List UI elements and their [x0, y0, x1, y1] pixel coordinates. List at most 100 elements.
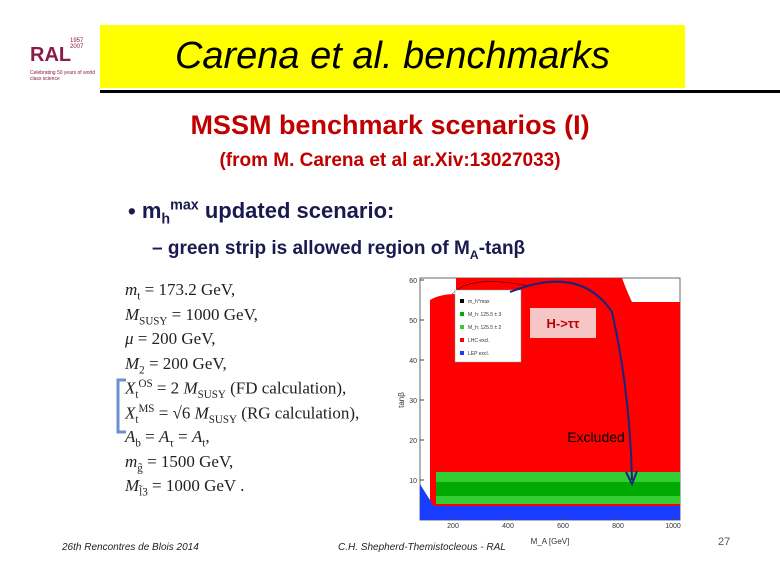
subbullet-text: green strip is allowed region of MA-tanβ	[167, 238, 526, 262]
text-part: =	[173, 427, 192, 446]
subscript: τ	[169, 437, 174, 450]
text-part: X	[125, 403, 136, 423]
y-tick-label: 10	[409, 478, 417, 485]
slide-title: Carena et al. benchmarks	[174, 35, 611, 77]
x-tick-label: 200	[447, 523, 459, 530]
subscript: g̃	[137, 461, 143, 474]
logo-name: RAL	[30, 44, 72, 66]
equation: M2 = 200 GeV,	[125, 354, 227, 376]
equation: Ml̃3 = 1000 GeV .	[125, 476, 244, 498]
equation: mg̃ = 1500 GeV,	[125, 452, 233, 474]
bullet-text: mhmax updated scenario:	[141, 198, 395, 228]
legend-swatch	[460, 338, 464, 342]
text-part: (RG calculation),	[237, 403, 360, 423]
equation: XtOS = 2 MSUSY (FD calculation),	[125, 378, 346, 401]
y-tick-label: 50	[409, 318, 417, 325]
superscript: OS	[138, 378, 153, 390]
x-tick-label: 1000	[665, 523, 681, 530]
logo: RAL 1957 2007 Celebrating 50 years of wo…	[28, 32, 96, 88]
subscript: SUSY	[139, 314, 168, 327]
text-part: m	[125, 451, 138, 471]
text-part: -tanβ	[478, 238, 526, 259]
source: (from M. Carena et al ar.Xiv:13027033)	[219, 150, 561, 171]
text-part: X	[125, 378, 136, 398]
title-box: Carena et al. benchmarks	[100, 25, 685, 88]
subscript: h	[161, 211, 171, 228]
text-part: M	[125, 476, 140, 495]
text-part: updated scenario:	[198, 198, 395, 224]
text-part: M	[194, 403, 209, 423]
subscript: SUSY	[197, 389, 226, 402]
text-part: = 1000 GeV,	[167, 304, 258, 324]
annotation-excluded: Excluded	[567, 429, 625, 445]
legend-label: M_h: 125.5 ± 3	[468, 312, 502, 318]
x-tick-label: 600	[557, 523, 569, 530]
legend-label: M_h: 125.5 ± 2	[468, 325, 502, 331]
equation: Ab = Aτ = At,	[125, 427, 210, 449]
legend-label: m_h^max	[468, 299, 490, 305]
legend-swatch	[460, 299, 464, 303]
text-part: = 1500 GeV,	[142, 451, 234, 471]
text-part: M	[125, 304, 140, 324]
text-part: =	[140, 427, 160, 446]
x-tick-label: 400	[502, 523, 514, 530]
legend-swatch	[460, 325, 464, 329]
equation: MSUSY = 1000 GeV,	[125, 305, 258, 327]
y-tick-label: 30	[409, 398, 417, 405]
annotation-channel: H->ττ	[547, 316, 580, 331]
text-part: green strip is allowed region of M	[167, 238, 470, 259]
text-part: = 2	[152, 378, 184, 398]
heading: MSSM benchmark scenarios (I)	[190, 110, 590, 140]
text-part: M	[125, 353, 140, 373]
page-number: 27	[718, 536, 731, 548]
logo-years: 1957 2007	[70, 38, 84, 50]
legend-label: LHC excl.	[468, 338, 490, 344]
bracket	[116, 378, 126, 434]
logo-tagline: Celebrating 50 years of world class scie…	[30, 70, 96, 82]
y-tick-label: 40	[409, 358, 417, 365]
subscript: t	[202, 437, 206, 450]
text-part: = 173.2 GeV,	[140, 280, 236, 299]
x-tick-label: 800	[612, 523, 624, 530]
text-part: m	[141, 198, 162, 224]
subscript: t	[135, 413, 139, 426]
subscript: t	[135, 389, 139, 402]
bullet-symbol: •	[128, 198, 136, 224]
text-part: A	[159, 427, 170, 446]
subscript: A	[469, 247, 479, 262]
y-tick-label: 60	[409, 278, 417, 285]
text-part: ,	[205, 427, 210, 446]
text-part: μ	[125, 329, 134, 348]
figure: 10 20 30 40 50 60 200 400 600 800 1000 tanβ M_A [GeV…	[397, 277, 681, 546]
x-axis-label: M_A [GeV]	[531, 537, 570, 546]
subbullet-symbol: –	[152, 238, 163, 259]
text-part: A	[125, 427, 136, 446]
text-part: = 200 GeV,	[144, 353, 227, 373]
superscript: max	[170, 198, 199, 214]
equation: μ = 200 GeV,	[125, 329, 216, 349]
subscript: 2	[139, 363, 145, 376]
subscript: SUSY	[208, 413, 238, 426]
text-part: = 200 GeV,	[133, 329, 216, 348]
text-part: = √6	[154, 403, 195, 423]
footer-author: C.H. Shepherd-Themistocleous - RAL	[338, 542, 506, 553]
text-part: = 1000 GeV .	[147, 476, 245, 495]
bullet: • mhmax updated scenario:	[128, 198, 394, 228]
subscript: b	[135, 437, 141, 450]
equation: XtMS = √6 MSUSY (RG calculation),	[125, 403, 359, 426]
subbullet: – green strip is allowed region of MA-ta…	[152, 238, 525, 262]
y-tick-label: 20	[409, 438, 417, 445]
legend-swatch	[460, 351, 464, 355]
subscript: t	[137, 290, 141, 303]
title-rule	[100, 90, 780, 93]
superscript: MS	[138, 402, 155, 415]
y-axis-label: tanβ	[397, 392, 406, 408]
text-part: m	[125, 280, 138, 299]
legend-label: LEP excl.	[468, 351, 489, 357]
text-part: A	[191, 427, 203, 446]
subscript: l̃3	[139, 486, 148, 499]
equation: mt = 173.2 GeV,	[125, 280, 235, 302]
text-part: (FD calculation),	[225, 378, 347, 398]
footer-event: 26th Rencontres de Blois 2014	[62, 542, 199, 553]
